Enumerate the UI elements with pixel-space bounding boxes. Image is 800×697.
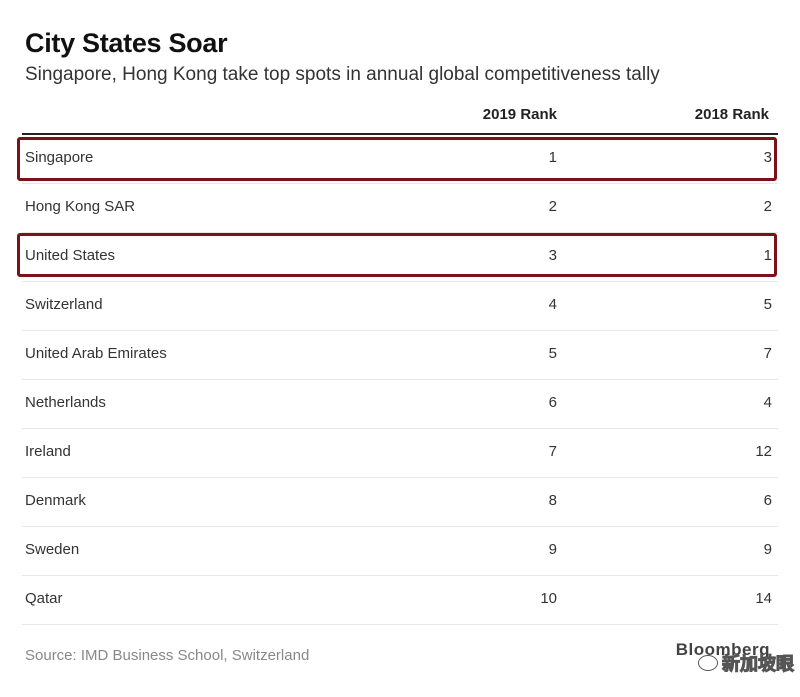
rank-2019-value: 5 [548,345,557,362]
country-label: Qatar [25,590,63,607]
table-row: United States 3 1 [22,233,778,282]
rank-2018-value: 2 [763,198,772,215]
country-label: Hong Kong SAR [25,198,136,215]
rank-2018-value: 14 [755,590,772,607]
rank-2018-value: 5 [763,296,772,313]
country-label: Netherlands [25,394,106,411]
header-divider [22,133,778,135]
watermark-text: 新加坡眼 [722,654,795,675]
chart-title: City States Soar [25,28,228,58]
country-label: Sweden [25,541,80,558]
table-row: United Arab Emirates 5 7 [22,331,778,380]
table-row: Qatar 10 14 [22,576,778,625]
rank-2018-value: 9 [763,541,772,558]
rank-2019-value: 9 [548,541,557,558]
rank-2018-value: 12 [755,443,772,460]
country-label: Singapore [25,149,94,166]
rank-2018-value: 7 [763,345,772,362]
column-header-2019-rank: 2019 Rank [482,106,557,123]
rank-2018-value: 6 [763,492,772,509]
rank-2019-value: 7 [548,443,557,460]
column-header-2018-rank: 2018 Rank [694,106,769,123]
ranking-table: Singapore 1 3 Hong Kong SAR 2 2 United States 3… [0,135,800,625]
table-row: Hong Kong SAR 2 2 [22,184,778,233]
country-label: Ireland [25,443,71,460]
wechat-watermark: 新加坡眼 [698,650,795,676]
chart-subtitle: Singapore, Hong Kong take top spots in a… [25,64,660,85]
country-label: Denmark [25,492,86,509]
country-label: United States [25,247,116,264]
rank-2019-value: 8 [548,492,557,509]
table-row: Ireland 7 12 [22,429,778,478]
table-row: Denmark 8 6 [22,478,778,527]
rank-2018-value: 4 [763,394,772,411]
rank-2018-value: 1 [763,247,772,264]
bloomberg-logo: Bloomberg [675,640,770,659]
table-row: Sweden 9 9 [22,527,778,576]
table-row: Singapore 1 3 [22,135,778,184]
wechat-icon [698,655,718,671]
rank-2018-value: 3 [763,149,772,166]
rank-2019-value: 3 [548,247,557,264]
source-note: Source: IMD Business School, Switzerland [25,647,310,664]
rank-2019-value: 4 [548,296,557,313]
rank-2019-value: 6 [548,394,557,411]
table-row: Netherlands 6 4 [22,380,778,429]
country-label: Switzerland [25,296,103,313]
rank-2019-value: 1 [548,149,557,166]
rank-2019-value: 2 [548,198,557,215]
country-label: United Arab Emirates [25,345,167,362]
rank-2019-value: 10 [540,590,557,607]
table-row: Switzerland 4 5 [22,282,778,331]
